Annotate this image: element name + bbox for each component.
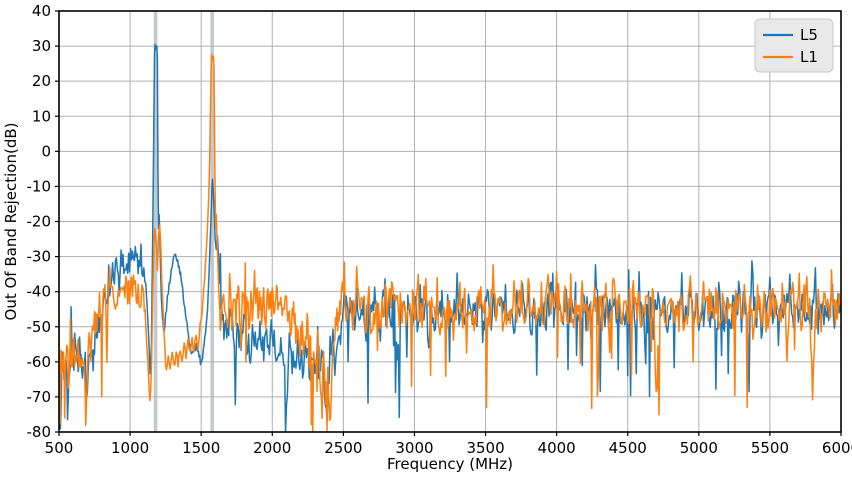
- x-tick-label: 5500: [751, 439, 789, 457]
- legend-label-L1: L1: [800, 48, 818, 66]
- y-tick-labels: -80 -70 -60 -50 -40 -30 -20 -10 0 10 20 30 40: [27, 2, 52, 441]
- data-traces: [59, 43, 841, 432]
- legend-background: [754, 18, 834, 73]
- x-axis-title: Frequency (MHz): [387, 455, 513, 473]
- y-tick-label: -40: [27, 283, 52, 301]
- x-tick-label: 4000: [538, 439, 576, 457]
- y-tick-label: 10: [32, 107, 51, 125]
- x-tick-label: 4500: [609, 439, 647, 457]
- y-tick-label: -50: [27, 318, 52, 336]
- y-axis-title: Out Of Band Rejection(dB): [2, 123, 20, 321]
- x-tick-label: 2500: [324, 439, 362, 457]
- x-tick-label: 3000: [395, 439, 433, 457]
- y-tick-label: 20: [32, 72, 51, 90]
- y-tick-label: 30: [32, 37, 51, 55]
- axis-ticks: [55, 10, 842, 436]
- y-tick-label: -70: [27, 388, 52, 406]
- x-tick-label: 1500: [182, 439, 220, 457]
- y-tick-label: -30: [27, 248, 52, 266]
- x-tick-label: 2000: [253, 439, 291, 457]
- y-tick-label: -10: [27, 177, 52, 195]
- y-tick-label: -80: [27, 423, 52, 441]
- x-tick-labels: 500 1000 1500 2000 2500 3000 3500 4000 4500 5000 5…: [45, 439, 852, 457]
- legend-label-L5: L5: [800, 26, 818, 44]
- y-tick-label: -60: [27, 353, 52, 371]
- x-tick-label: 1000: [111, 439, 149, 457]
- trace-L1: [59, 54, 841, 432]
- x-tick-label: 5000: [680, 439, 718, 457]
- x-tick-label: 3500: [466, 439, 504, 457]
- y-tick-label: 0: [41, 142, 51, 160]
- y-tick-label: 40: [32, 2, 51, 20]
- x-tick-label: 6000: [822, 439, 852, 457]
- y-tick-label: -20: [27, 213, 52, 231]
- x-tick-label: 500: [45, 439, 74, 457]
